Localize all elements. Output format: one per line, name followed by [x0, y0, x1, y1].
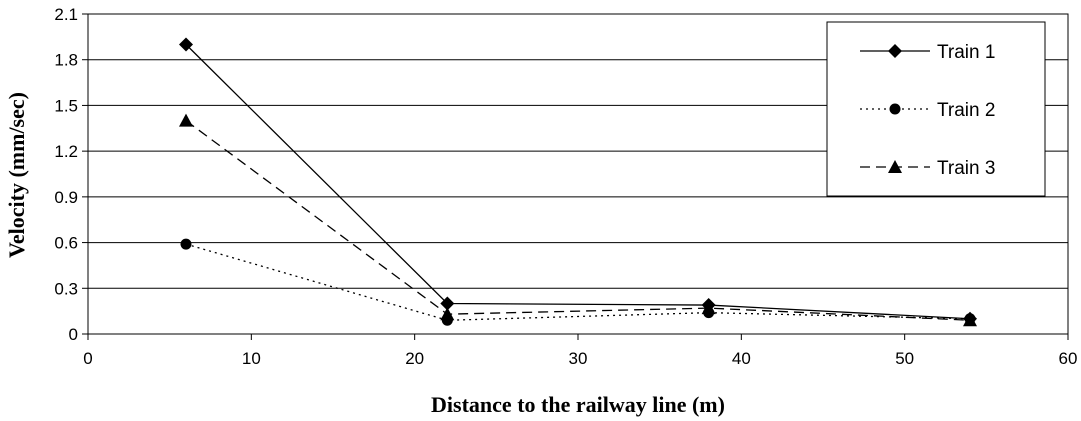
diamond-marker: [179, 37, 193, 52]
y-tick-label: 0.6: [54, 234, 78, 253]
series-line: [185, 120, 971, 321]
y-tick-label: 1.5: [54, 96, 78, 115]
legend: Train 1 Train 2 Train 3: [826, 21, 1046, 197]
legend-item: Train 1: [860, 42, 995, 63]
triangle-marker: [440, 307, 455, 321]
diamond-marker: [888, 44, 902, 58]
circle-marker: [889, 103, 901, 115]
legend-label: Train 3: [937, 158, 995, 179]
triangle-marker: [888, 160, 902, 173]
x-tick-label: 10: [242, 349, 261, 368]
x-tick-label: 30: [569, 349, 588, 368]
legend-item: Train 3: [860, 158, 995, 179]
triangle-marker: [179, 113, 193, 127]
series-line: [185, 243, 971, 321]
triangle-marker: [963, 313, 977, 327]
x-tick-label: 60: [1059, 349, 1078, 368]
x-axis-title: Distance to the railway line (m): [431, 392, 725, 417]
y-tick-label: 0: [69, 325, 78, 344]
series-group: [179, 37, 977, 327]
x-tick-label: 20: [405, 349, 424, 368]
y-axis-title: Velocity (mm/sec): [4, 92, 29, 258]
y-tick-label: 0.3: [54, 279, 78, 298]
y-tick-label: 1.8: [54, 51, 78, 70]
x-tick-label: 50: [895, 349, 914, 368]
y-tick-label: 2.1: [54, 5, 78, 24]
triangle-marker: [701, 301, 716, 315]
diamond-marker: [440, 296, 455, 311]
legend-label: Train 1: [937, 42, 995, 63]
circle-marker: [180, 238, 192, 250]
gridlines: [88, 13, 1068, 335]
series-3: [179, 113, 977, 327]
y-tick-label: 1.2: [54, 142, 78, 161]
axes: 0 0.3 0.6 0.9 1.2 1.5 1.8 2.1 0 10 20 30 40 50 60: [54, 5, 1077, 368]
legend-label: Train 2: [937, 100, 995, 121]
y-tick-label: 0.9: [54, 188, 78, 207]
x-tick-label: 0: [83, 349, 92, 368]
series-line: [185, 44, 971, 320]
legend-item: Train 2: [860, 100, 995, 121]
legend-box: [826, 21, 1046, 197]
x-tick-label: 40: [732, 349, 751, 368]
